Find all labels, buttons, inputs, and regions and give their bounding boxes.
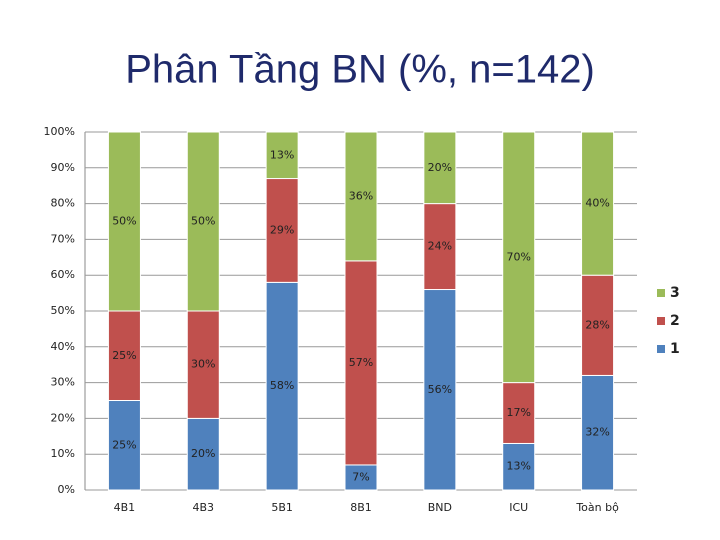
chart-title: Phân Tầng BN (%, n=142) [125,48,595,92]
y-tick-label: 20% [51,411,75,424]
x-tick-label: 4B1 [114,501,136,514]
legend-label: 1 [670,341,680,357]
data-label: 56% [428,383,452,396]
data-label: 58% [270,379,294,392]
bar-segment [265,131,299,180]
x-tick-label: 4B3 [193,501,215,514]
x-tick-label: Toàn bộ [575,501,619,514]
bar-segment [423,289,457,491]
data-label: 40% [585,197,609,210]
y-tick-label: 40% [51,340,75,353]
bar-segment [502,382,536,444]
x-tick-label: ICU [509,501,528,514]
bar-segment [107,400,141,491]
y-tick-label: 30% [51,376,75,389]
bar-segment [344,464,378,491]
bar-segment [344,260,378,466]
y-tick-label: 70% [51,232,75,245]
legend-label: 2 [670,313,680,329]
y-tick-label: 80% [51,197,75,210]
x-tick-label: BND [428,501,452,514]
legend-swatch [657,345,665,353]
data-label: 24% [428,240,452,253]
data-label: 13% [506,460,530,473]
y-tick-label: 10% [51,447,75,460]
data-label: 28% [585,318,609,331]
data-label: 36% [349,189,373,202]
x-tick-label: 8B1 [350,501,372,514]
data-label: 50% [112,215,136,228]
data-label: 30% [191,358,215,371]
bar-segment [423,131,457,205]
y-tick-label: 100% [44,125,75,138]
bar-segment [502,442,536,491]
bar-segment [423,203,457,291]
data-label: 70% [506,250,530,263]
y-tick-label: 50% [51,304,75,317]
data-label: 57% [349,356,373,369]
bar-segment [344,131,378,262]
data-label: 20% [191,447,215,460]
y-tick-label: 0% [58,483,75,496]
y-tick-label: 90% [51,161,75,174]
y-tick-label: 60% [51,268,75,281]
bar-segment [265,178,299,283]
data-label: 50% [191,215,215,228]
data-label: 25% [112,349,136,362]
bar-segment [265,281,299,491]
data-label: 13% [270,148,294,161]
legend-swatch [657,317,665,325]
bar-segment [186,310,220,419]
data-label: 20% [428,161,452,174]
data-label: 29% [270,223,294,236]
data-label: 25% [112,438,136,451]
legend-swatch [657,289,665,297]
x-tick-label: 5B1 [271,501,293,514]
bar-segment [581,374,615,491]
data-label: 7% [352,470,369,483]
bar-segment [581,131,615,276]
legend-label: 3 [670,285,680,301]
bar-segment [502,131,536,384]
bar-segment [107,131,141,312]
data-label: 32% [585,426,609,439]
data-label: 17% [506,406,530,419]
bar-segment [186,131,220,312]
